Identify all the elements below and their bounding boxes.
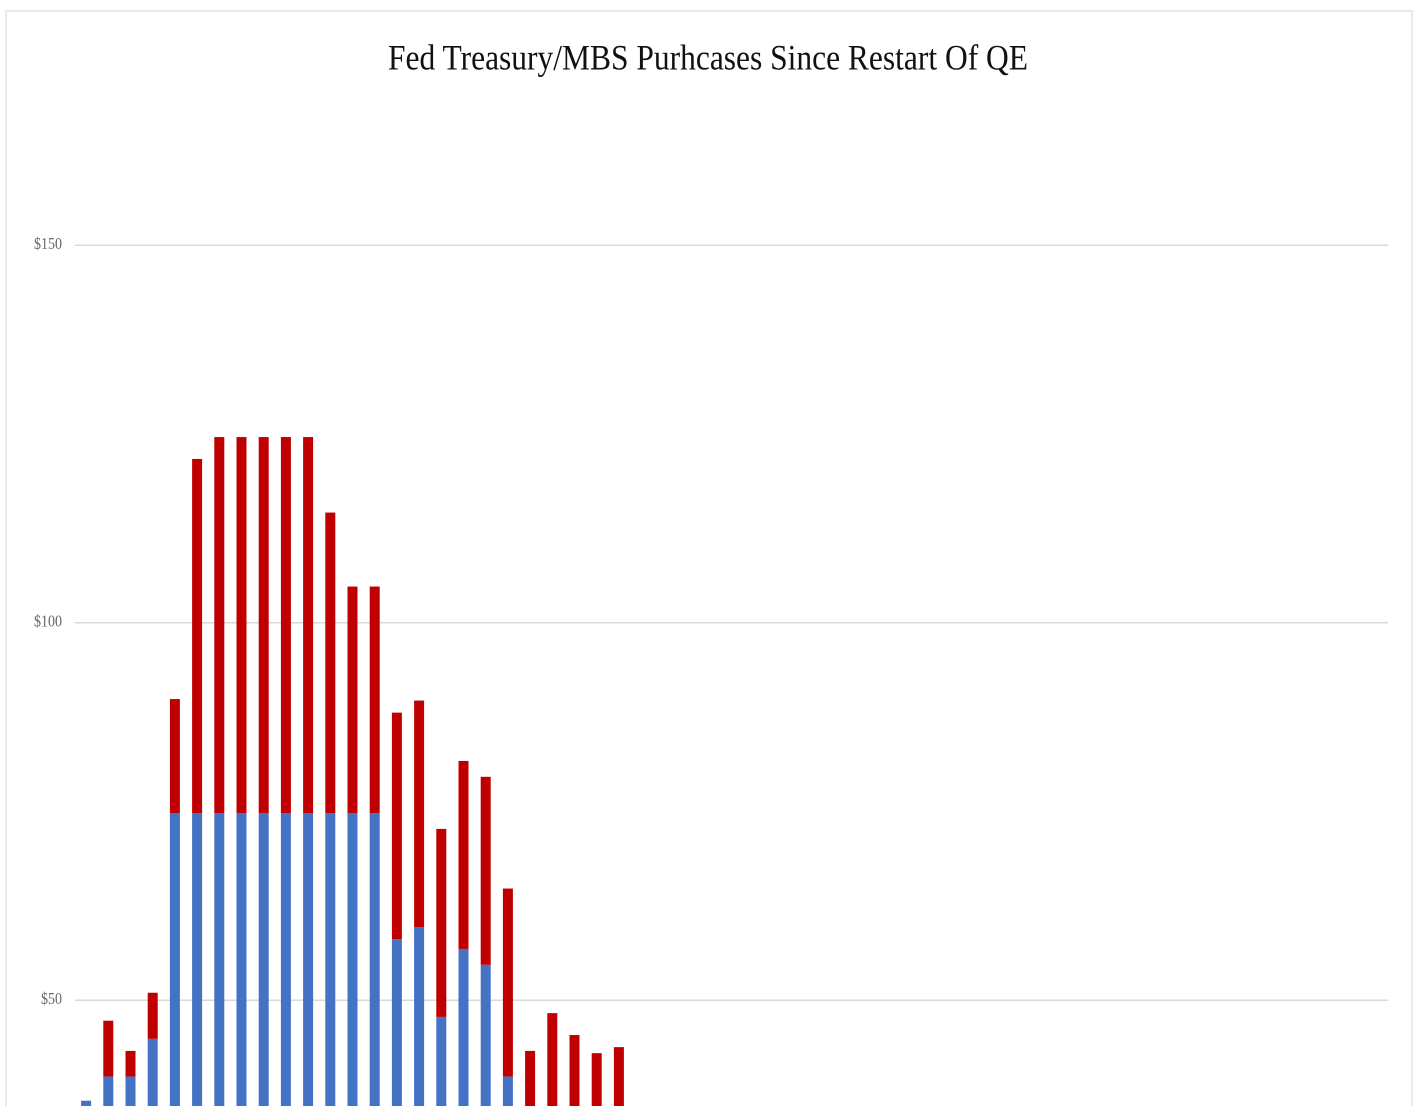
bar-segment: [502, 1076, 513, 1106]
bar-segment: [280, 437, 291, 814]
bar-segment: [103, 1020, 114, 1077]
bar-segment: [613, 1047, 624, 1106]
bar-segment: [325, 512, 336, 814]
bar-segment: [125, 1050, 136, 1077]
bar-segment: [391, 712, 402, 940]
bar-segment: [391, 939, 402, 1106]
y-tick-label: $50: [41, 989, 62, 1008]
bar-segment: [169, 699, 180, 814]
bar-segment: [347, 586, 358, 814]
bar-segment: [258, 437, 269, 814]
bar-segment: [502, 888, 513, 1077]
bar-segment: [103, 1076, 114, 1106]
bar-segment: [169, 813, 180, 1106]
bar-segment: [214, 437, 225, 814]
bar-segment: [192, 458, 203, 814]
bar-segment: [480, 964, 491, 1106]
bar-segment: [347, 813, 358, 1106]
y-tick-label: $150: [34, 234, 62, 253]
bar-segment: [525, 1050, 536, 1106]
chart-title: Fed Treasury/MBS Purhcases Since Restart…: [388, 37, 1028, 77]
bar-segment: [436, 1016, 447, 1106]
bar-segment: [147, 992, 158, 1039]
bar-segment: [458, 760, 469, 949]
bar-segment: [591, 1053, 602, 1106]
bar-segment: [547, 1013, 558, 1106]
bar-segment: [436, 828, 447, 1017]
bar-segment: [414, 927, 425, 1106]
bar-segment: [369, 586, 380, 814]
bar-segment: [303, 437, 314, 814]
y-tick-label: $100: [34, 612, 62, 631]
bar-segment: [414, 700, 425, 928]
bar-segment: [125, 1076, 136, 1106]
bar-segment: [480, 776, 491, 965]
bar-segment: [147, 1038, 158, 1106]
bar-segment: [280, 813, 291, 1106]
bar-segment: [303, 813, 314, 1106]
bar-segment: [214, 813, 225, 1106]
bar-segment: [236, 437, 247, 814]
bar-segment: [258, 813, 269, 1106]
bar-segment: [369, 813, 380, 1106]
bar-segment: [325, 813, 336, 1106]
bar-segment: [236, 813, 247, 1106]
bar-segment: [81, 1100, 92, 1106]
bar-segment: [569, 1035, 580, 1106]
bar-segment: [458, 948, 469, 1106]
bar-segment: [192, 813, 203, 1106]
